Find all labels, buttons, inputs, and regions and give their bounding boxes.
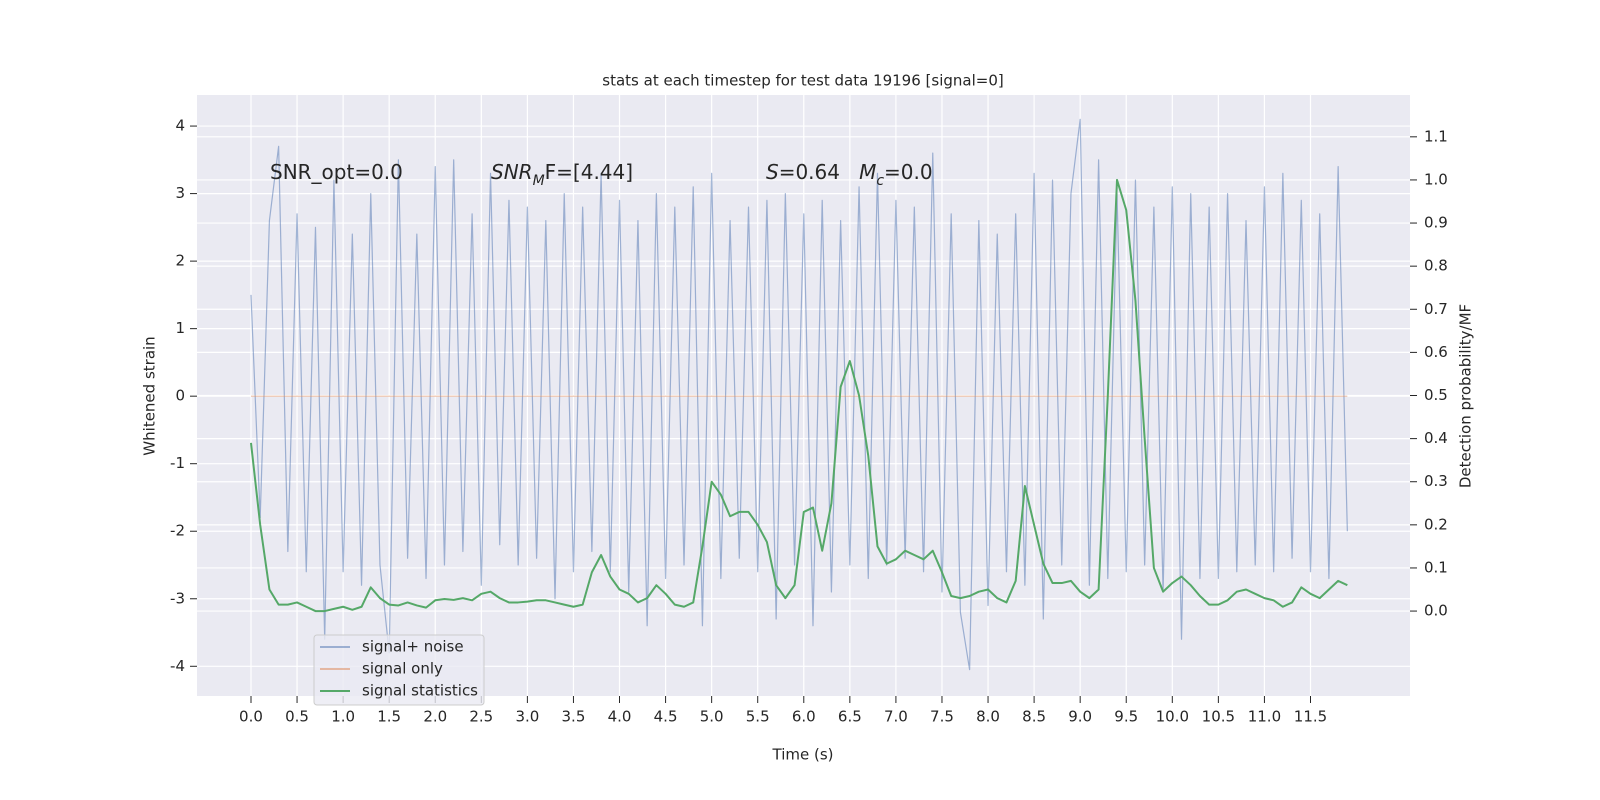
annotation-part: =0.64 bbox=[779, 160, 859, 184]
x-tick-label: 4.0 bbox=[608, 708, 632, 726]
y2-tick-label: 0.8 bbox=[1424, 257, 1448, 275]
y2-tick-label: 0.0 bbox=[1424, 602, 1448, 620]
y-tick-label: 1 bbox=[175, 319, 185, 337]
x-tick-label: 1.5 bbox=[377, 708, 401, 726]
y-tick-label: -1 bbox=[170, 454, 185, 472]
legend-label: signal only bbox=[362, 660, 443, 678]
y-tick-label: 2 bbox=[175, 252, 185, 270]
x-axis-label: Time (s) bbox=[772, 746, 834, 764]
x-tick-label: 2.5 bbox=[469, 708, 493, 726]
y2-tick-label: 1.0 bbox=[1424, 170, 1448, 188]
y2-tick-label: 0.5 bbox=[1424, 386, 1448, 404]
chart-title: stats at each timestep for test data 191… bbox=[602, 72, 1003, 90]
y-tick-label: 4 bbox=[175, 117, 185, 135]
x-tick-label: 3.0 bbox=[515, 708, 539, 726]
y2-tick-label: 0.3 bbox=[1424, 472, 1448, 490]
y2-tick-label: 0.2 bbox=[1424, 515, 1448, 533]
legend-label: signal statistics bbox=[362, 682, 478, 700]
annotation-part: c bbox=[876, 173, 884, 189]
y-tick-label: -3 bbox=[170, 589, 185, 607]
x-tick-label: 10.0 bbox=[1156, 708, 1189, 726]
x-tick-label: 9.5 bbox=[1114, 708, 1138, 726]
series-line bbox=[249, 178, 1348, 613]
annotation: SNR_opt=0.0 bbox=[270, 160, 403, 184]
x-tick-label: 10.5 bbox=[1202, 708, 1235, 726]
x-tick-label: 0.5 bbox=[285, 708, 309, 726]
y2-tick-label: 1.1 bbox=[1424, 127, 1448, 145]
x-tick-label: 6.5 bbox=[838, 708, 862, 726]
y-tick-label: 0 bbox=[175, 387, 185, 405]
x-tick-label: 5.5 bbox=[746, 708, 770, 726]
x-tick-label: 8.5 bbox=[1022, 708, 1046, 726]
x-tick-label: 7.5 bbox=[930, 708, 954, 726]
y2-tick-label: 0.4 bbox=[1424, 429, 1448, 447]
x-tick-label: 3.5 bbox=[562, 708, 586, 726]
annotation-part: M bbox=[533, 173, 545, 189]
annotation-part: F=[4.44] bbox=[545, 160, 633, 184]
x-tick-label: 11.5 bbox=[1294, 708, 1327, 726]
legend-label: signal+ noise bbox=[362, 638, 464, 656]
annotation: SNRMF=[4.44] bbox=[491, 160, 633, 190]
x-tick-label: 0.0 bbox=[239, 708, 263, 726]
x-tick-label: 8.0 bbox=[976, 708, 1000, 726]
x-tick-label: 9.0 bbox=[1068, 708, 1092, 726]
x-tick-label: 2.0 bbox=[423, 708, 447, 726]
annotation-part: SNR_opt=0.0 bbox=[270, 160, 403, 184]
y2-axis-label: Detection probability/MF bbox=[1457, 304, 1475, 488]
x-tick-label: 11.0 bbox=[1248, 708, 1281, 726]
annotation-part: SNR bbox=[491, 160, 533, 184]
annotation-part: =0.0 bbox=[884, 160, 933, 184]
y-axis-label: Whitened strain bbox=[141, 336, 159, 455]
annotation: S=0.64 Mc=0.0 bbox=[766, 160, 933, 190]
annotation-part: S bbox=[766, 160, 779, 184]
y2-tick-label: 0.7 bbox=[1424, 300, 1448, 318]
x-tick-label: 4.5 bbox=[654, 708, 678, 726]
y-tick-label: 3 bbox=[175, 184, 185, 202]
y2-tick-label: 0.6 bbox=[1424, 343, 1448, 361]
y-tick-label: -4 bbox=[170, 657, 185, 675]
x-tick-label: 5.0 bbox=[700, 708, 724, 726]
y2-tick-label: 0.1 bbox=[1424, 558, 1448, 576]
x-tick-label: 7.0 bbox=[884, 708, 908, 726]
legend-box bbox=[313, 634, 485, 706]
series-line bbox=[250, 118, 1348, 671]
annotation-part: M bbox=[859, 160, 876, 184]
y2-tick-label: 0.9 bbox=[1424, 214, 1448, 232]
x-tick-label: 1.0 bbox=[331, 708, 355, 726]
x-tick-label: 6.0 bbox=[792, 708, 816, 726]
y-tick-label: -2 bbox=[170, 522, 185, 540]
